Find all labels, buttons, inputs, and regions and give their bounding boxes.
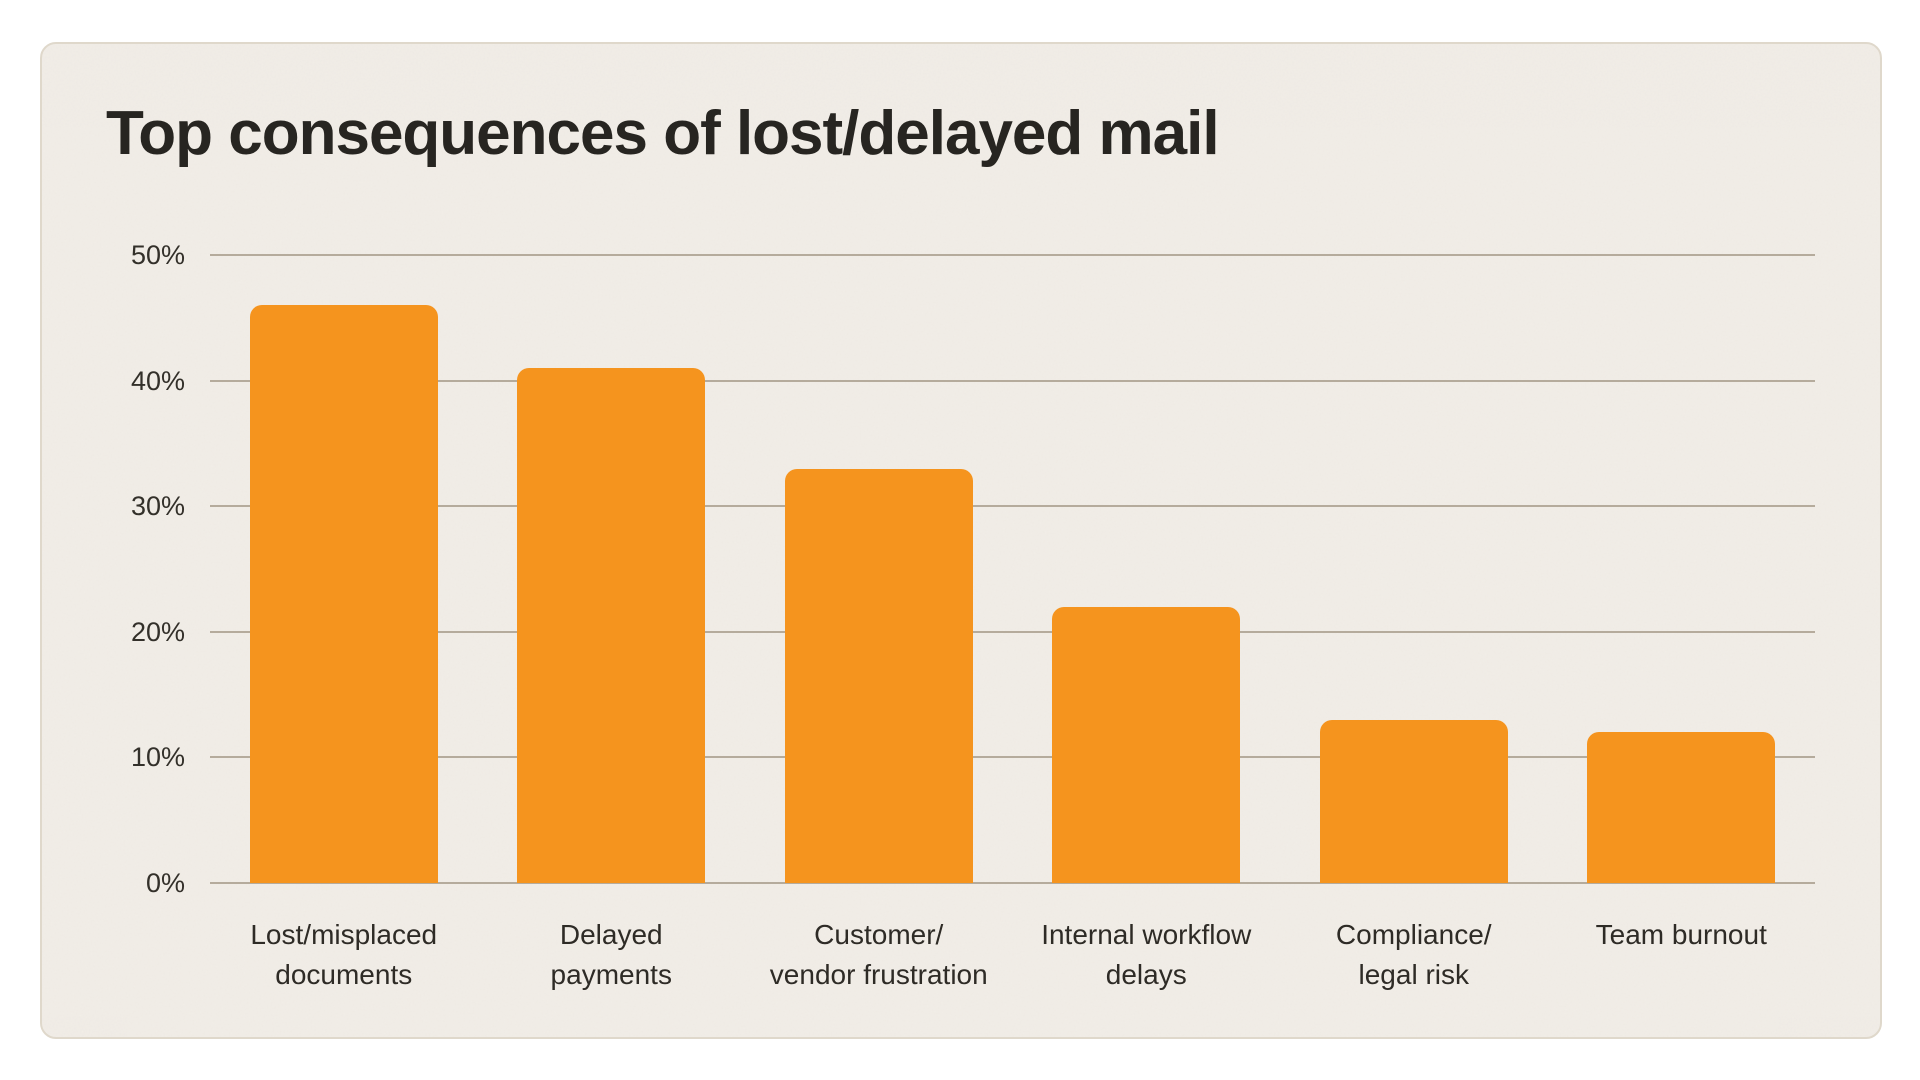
bar-1: [249, 305, 438, 883]
bar-slot: Internal workflow delays: [1013, 255, 1281, 990]
bar-2: [517, 368, 706, 883]
bar-6: [1587, 732, 1776, 883]
bar-slot: Lost/misplaced documents: [210, 255, 478, 990]
x-axis-label: Compliance/ legal risk: [1335, 919, 1492, 990]
chart-title: Top consequences of lost/delayed mail: [106, 99, 1220, 168]
bars-layer: Lost/misplaced documents Delayed payments…: [210, 255, 1816, 990]
chart-card: Top consequences of lost/delayed mail 0%…: [40, 42, 1882, 1039]
x-axis-label: Team burnout: [1595, 919, 1767, 950]
y-tick-label-10: 10%: [130, 742, 185, 773]
x-axis-label: Lost/misplaced documents: [250, 919, 438, 990]
gridline-50: [210, 254, 1815, 256]
bar-5: [1319, 719, 1508, 883]
gridline-30: [210, 505, 1815, 508]
gridline-40: [210, 379, 1815, 382]
y-tick-label-50: 50%: [130, 240, 185, 270]
gridline-10: [210, 756, 1815, 759]
bar-slot: Team burnout: [1548, 255, 1816, 950]
bar-slot: Customer/ vendor frustration: [745, 255, 1013, 990]
y-tick-label-0: 0%: [145, 868, 185, 898]
plot-area: 0% 10% 20% 30% 40% 50% Lost/misplaced documen…: [131, 240, 1816, 990]
y-tick-label-30: 30%: [130, 491, 185, 522]
bar-3: [784, 468, 973, 883]
y-tick-label-40: 40%: [130, 365, 185, 396]
x-axis-label: Delayed payments: [550, 919, 672, 990]
x-axis-label: Customer/ vendor frustration: [769, 919, 988, 990]
bar-slot: Delayed payments: [478, 255, 746, 990]
y-tick-label-20: 20%: [130, 616, 185, 647]
bar-slot: Compliance/ legal risk: [1280, 255, 1548, 990]
x-axis-label: Internal workflow delays: [1041, 919, 1252, 990]
gridline-0: [210, 882, 1815, 884]
bar-4: [1052, 606, 1241, 883]
gridline-20: [210, 630, 1815, 633]
